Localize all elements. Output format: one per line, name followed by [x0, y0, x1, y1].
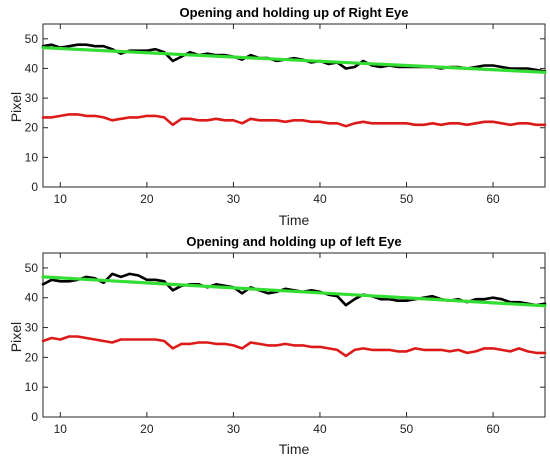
chart-left-eye: Opening and holding up of left Eye Time …	[8, 234, 547, 457]
x-tick-label: 20	[140, 422, 154, 436]
axes-box	[42, 23, 546, 188]
x-axis-label: Time	[279, 441, 310, 457]
trend-fit-line	[41, 46, 547, 74]
chart-right-eye: Opening and holding up of Right Eye Time…	[8, 5, 547, 228]
x-tick-label: 40	[313, 422, 327, 436]
y-tick-label: 40	[25, 291, 39, 305]
y-tick-label: 0	[31, 410, 38, 424]
x-tick-label: 60	[486, 422, 500, 436]
pupil-trace-line	[41, 335, 547, 358]
y-tick-label: 50	[25, 32, 39, 46]
x-tick-label: 30	[227, 422, 241, 436]
x-tick-label: 50	[400, 192, 414, 206]
y-tick-label: 20	[25, 121, 39, 135]
x-tick-label: 60	[486, 192, 500, 206]
y-tick-label: 30	[25, 321, 39, 335]
y-tick-label: 10	[25, 150, 39, 164]
x-tick-label: 30	[227, 192, 241, 206]
plot-area: 10 20 30 40 50 60 0 10 20 30 40 50	[25, 252, 547, 436]
trend-fit-line	[41, 275, 547, 308]
y-tick-label: 40	[25, 61, 39, 75]
x-tick-label: 20	[140, 192, 154, 206]
chart-title: Opening and holding up of left Eye	[186, 234, 401, 249]
y-tick-label: 0	[31, 180, 38, 194]
plot-area: 10 20 30 40 50 60 0 10 20 30 40 50	[25, 23, 547, 206]
y-tick-label: 50	[25, 261, 39, 275]
x-tick-label: 10	[54, 192, 68, 206]
x-axis-label: Time	[279, 212, 310, 228]
y-tick-label: 10	[25, 380, 39, 394]
pupil-trace-line	[41, 113, 547, 128]
axes-box	[42, 252, 546, 418]
y-tick-label: 30	[25, 91, 39, 105]
y-axis-label: Pixel	[8, 322, 24, 352]
y-axis-label: Pixel	[8, 92, 24, 122]
x-tick-label: 10	[54, 422, 68, 436]
chart-title: Opening and holding up of Right Eye	[180, 5, 409, 20]
x-tick-label: 40	[313, 192, 327, 206]
y-tick-label: 20	[25, 350, 39, 364]
x-tick-label: 50	[400, 422, 414, 436]
